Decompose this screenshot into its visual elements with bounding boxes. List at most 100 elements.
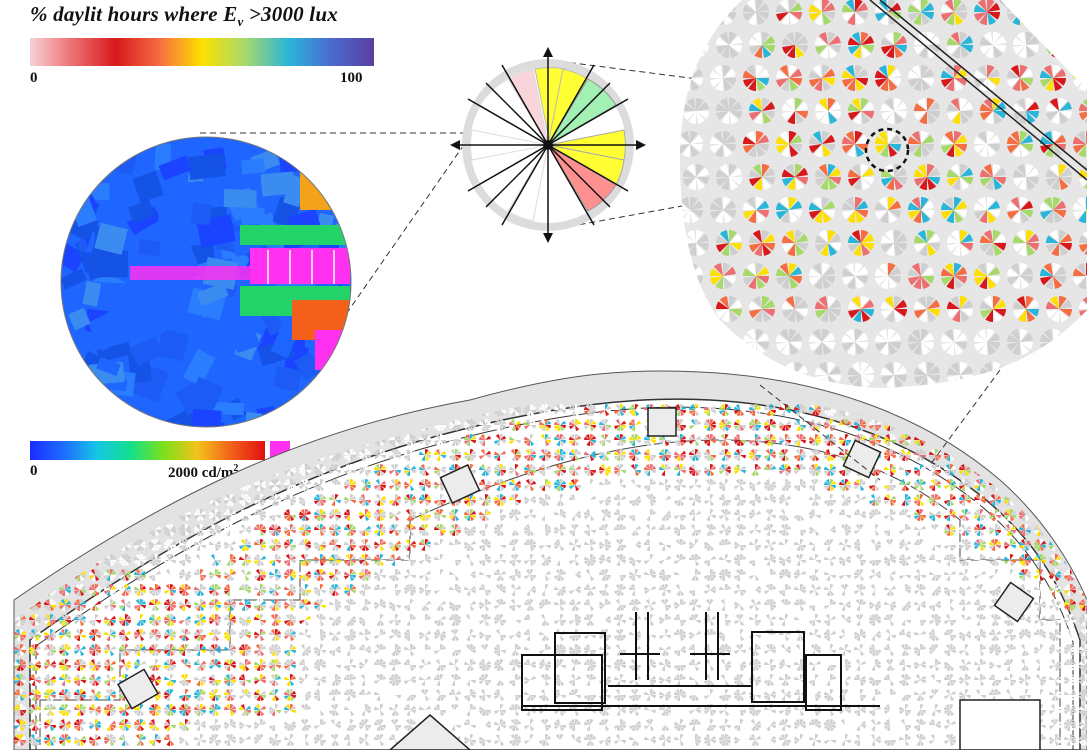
- sensor-wedge: [450, 449, 455, 455]
- sensor-wedge: [405, 404, 410, 410]
- sensor-wedge: [809, 421, 815, 425]
- sensor-wedge: [195, 479, 200, 485]
- sensor-wedge: [50, 425, 56, 429]
- sensor-wedge: [134, 455, 140, 460]
- sensor-wedge: [841, 440, 845, 446]
- sensor-wedge: [20, 470, 26, 474]
- sensor-wedge: [1040, 494, 1044, 500]
- sensor-wedge: [14, 406, 20, 410]
- sensor-wedge: [860, 425, 865, 431]
- sensor-wedge: [245, 434, 249, 440]
- sensor-wedge: [106, 440, 110, 446]
- sensor-wedge: [45, 404, 50, 410]
- sensor-wedge: [545, 405, 551, 410]
- sensor-wedge: [35, 455, 41, 459]
- sensor-wedge: [560, 434, 564, 440]
- sensor-wedge: [545, 455, 551, 459]
- sensor-fan: [119, 419, 131, 431]
- sensor-fan: [299, 404, 311, 416]
- sensor-wedge: [680, 435, 686, 440]
- sensor-wedge: [600, 404, 605, 410]
- sensor-wedge: [481, 425, 485, 431]
- sensor-wedge: [794, 440, 800, 445]
- sensor-wedge: [91, 485, 95, 491]
- sensor-wedge: [545, 419, 549, 425]
- sensor-wedge: [854, 421, 860, 425]
- sensor-wedge: [509, 410, 515, 415]
- sensor-wedge: [215, 450, 221, 455]
- sensor-fan: [104, 404, 116, 416]
- sensor-wedge: [35, 410, 40, 416]
- sensor-fan: [179, 479, 191, 491]
- sensor-wedge: [990, 464, 995, 470]
- sensor-wedge: [1040, 470, 1045, 476]
- sensor-fan: [89, 434, 101, 446]
- sensor-wedge: [275, 419, 279, 425]
- sensor-wedge: [95, 419, 99, 425]
- sensor-fan: [119, 449, 131, 461]
- sensor-wedge: [779, 421, 785, 425]
- sensor-wedge: [1079, 466, 1085, 470]
- sensor-wedge: [1010, 440, 1015, 446]
- sensor-wedge: [1019, 470, 1025, 475]
- sensor-wedge: [440, 440, 445, 446]
- sensor-wedge: [50, 410, 56, 414]
- sensor-wedge: [29, 410, 35, 415]
- sensor-wedge: [76, 455, 80, 461]
- sensor-wedge: [515, 419, 519, 425]
- sensor-wedge: [15, 404, 20, 410]
- sensor-wedge: [526, 410, 530, 416]
- sensor-wedge: [794, 421, 800, 425]
- sensor-wedge: [1040, 485, 1045, 491]
- sensor-wedge: [440, 425, 446, 429]
- sensor-fan: [404, 434, 416, 446]
- sensor-fan: [59, 449, 71, 461]
- sensor-wedge: [1055, 420, 1061, 425]
- sensor-wedge: [710, 410, 715, 416]
- sensor-wedge: [435, 434, 440, 440]
- sensor-wedge: [485, 440, 490, 446]
- sensor-wedge: [50, 440, 55, 446]
- sensor-wedge: [905, 435, 911, 440]
- sensor-wedge: [590, 410, 595, 416]
- sensor-fan: [164, 464, 176, 476]
- sensor-wedge: [1055, 479, 1059, 485]
- sensor-wedge: [140, 455, 145, 461]
- sensor-wedge: [785, 419, 789, 425]
- sensor-wedge: [50, 450, 56, 455]
- sensor-wedge: [1010, 410, 1016, 414]
- sensor-fan: [44, 404, 56, 416]
- sensor-wedge: [946, 425, 950, 431]
- sensor-wedge: [575, 419, 579, 425]
- sensor-fan: [194, 434, 206, 446]
- sensor-wedge: [196, 455, 200, 461]
- sensor-wedge: [796, 410, 800, 416]
- sensor-wedge: [359, 406, 365, 410]
- sensor-wedge: [125, 509, 129, 515]
- sensor-wedge: [455, 425, 460, 431]
- sensor-wedge: [335, 410, 341, 414]
- sensor-wedge: [541, 455, 545, 461]
- sensor-wedge: [44, 496, 50, 500]
- sensor-wedge: [59, 436, 65, 440]
- sensor-wedge: [120, 464, 125, 470]
- sensor-wedge: [440, 435, 446, 440]
- sensor-wedge: [886, 425, 890, 431]
- sensor-wedge: [225, 449, 230, 455]
- sensor-fan: [44, 464, 56, 476]
- sensor-fan: [539, 419, 551, 431]
- sensor-wedge: [605, 410, 611, 414]
- sensor-wedge: [35, 500, 41, 504]
- sensor-wedge: [95, 440, 101, 444]
- sensor-wedge: [305, 404, 309, 410]
- sensor-wedge: [710, 425, 716, 429]
- sensor-wedge: [839, 410, 845, 415]
- sensor-wedge: [170, 425, 176, 429]
- sensor-wedge: [164, 481, 170, 485]
- sensor-wedge: [110, 470, 115, 476]
- sensor-wedge: [196, 470, 200, 476]
- sensor-wedge: [35, 455, 40, 461]
- sensor-fan: [44, 419, 56, 431]
- sensor-fan: [584, 404, 596, 416]
- sensor-wedge: [15, 419, 20, 425]
